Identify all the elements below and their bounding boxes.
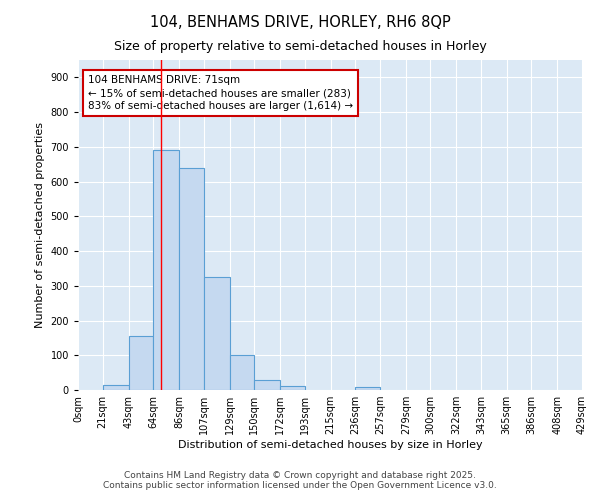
Text: Contains HM Land Registry data © Crown copyright and database right 2025.
Contai: Contains HM Land Registry data © Crown c…	[103, 470, 497, 490]
Bar	[128, 336, 153, 390]
Y-axis label: Number of semi-detached properties: Number of semi-detached properties	[35, 122, 45, 328]
Bar	[179, 168, 204, 390]
Text: 104, BENHAMS DRIVE, HORLEY, RH6 8QP: 104, BENHAMS DRIVE, HORLEY, RH6 8QP	[149, 15, 451, 30]
Bar	[280, 386, 305, 390]
Bar	[355, 387, 380, 390]
Bar	[204, 277, 230, 390]
X-axis label: Distribution of semi-detached houses by size in Horley: Distribution of semi-detached houses by …	[178, 440, 482, 450]
Text: 104 BENHAMS DRIVE: 71sqm
← 15% of semi-detached houses are smaller (283)
83% of : 104 BENHAMS DRIVE: 71sqm ← 15% of semi-d…	[88, 75, 353, 112]
Text: Size of property relative to semi-detached houses in Horley: Size of property relative to semi-detach…	[113, 40, 487, 53]
Bar	[254, 380, 280, 390]
Bar	[103, 385, 128, 390]
Bar	[153, 150, 179, 390]
Bar	[230, 356, 254, 390]
